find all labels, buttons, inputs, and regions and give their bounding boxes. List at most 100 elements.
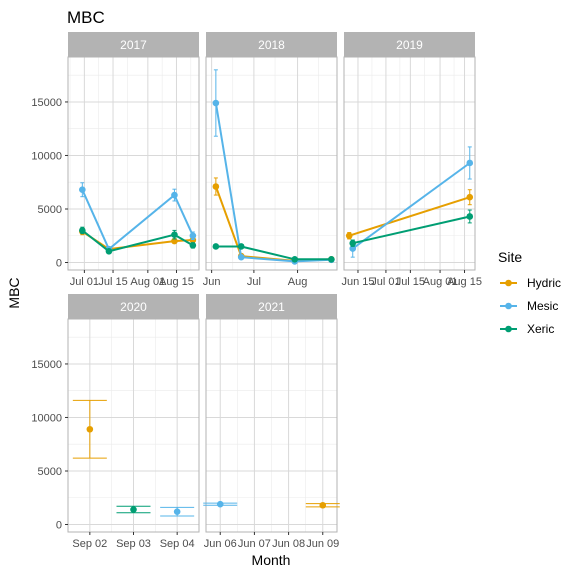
y-tick-label: 0	[56, 258, 62, 270]
y-tick-label: 0	[56, 520, 62, 532]
panel-border	[205, 56, 338, 271]
series-line-mesic	[214, 102, 332, 263]
series-line-xeric	[352, 215, 471, 245]
data-point	[105, 247, 113, 255]
data-point	[189, 242, 197, 249]
facet-strip	[206, 294, 337, 319]
series-line-xeric	[81, 229, 194, 253]
facet-strip	[68, 294, 199, 319]
data-point	[349, 239, 357, 247]
data-point	[86, 425, 94, 433]
facet-strip-label: 2019	[396, 38, 423, 52]
panel-2021: 2021 Jun 06 Jun 07 Jun 08 Jun 09	[203, 294, 340, 550]
data-point	[328, 255, 335, 263]
facet-strip	[206, 32, 337, 57]
y-tick-label: 5000	[38, 204, 62, 216]
data-point	[79, 186, 86, 194]
chart-title: MBC	[67, 8, 105, 27]
data-point	[212, 183, 220, 190]
series-hydric	[72, 399, 107, 459]
legend-label: Xeric	[527, 322, 554, 336]
data-point	[189, 232, 197, 240]
series-line-mesic	[352, 162, 471, 250]
data-point	[237, 243, 245, 250]
series-mesic	[160, 506, 195, 517]
legend-item-xeric: Xeric	[500, 322, 554, 336]
series-xeric	[79, 226, 197, 255]
panel-background	[206, 57, 337, 270]
legend-key-point	[505, 325, 512, 333]
x-tick-label: Jul 15	[98, 276, 127, 288]
x-tick-label: Jun	[203, 276, 221, 288]
data-point	[212, 243, 220, 250]
x-tick-label: Sep 02	[72, 538, 107, 550]
x-tick-label: Aug 15	[159, 276, 194, 288]
legend-key-point	[505, 279, 512, 287]
x-tick-label: Jun 07	[238, 538, 271, 550]
facet-strip	[344, 32, 475, 57]
data-point	[291, 255, 299, 263]
series-line-hydric	[348, 196, 471, 237]
panel-2020: 2020 0 5000 10000 15000 Sep 02 Sep 03 Sep 04	[31, 294, 200, 550]
series-xeric	[116, 505, 151, 514]
facet-strip-label: 2018	[258, 38, 285, 52]
legend-key-point	[505, 302, 512, 310]
legend-label: Mesic	[527, 299, 558, 313]
panel-border	[343, 56, 476, 271]
facet-strip-label: 2017	[120, 38, 147, 52]
y-tick-label: 10000	[31, 412, 62, 424]
x-tick-label: Jun 08	[272, 538, 305, 550]
data-point	[173, 508, 181, 515]
data-point	[79, 227, 86, 234]
data-point	[466, 193, 474, 201]
data-point	[130, 506, 137, 513]
data-point	[171, 231, 178, 238]
y-tick-label: 10000	[31, 150, 62, 162]
data-point	[216, 500, 224, 508]
data-point	[319, 501, 327, 509]
series-xeric	[212, 243, 335, 263]
series-line-mesic	[81, 189, 194, 251]
y-tick-label: 15000	[31, 359, 62, 371]
series-xeric	[349, 209, 474, 247]
panel-2018: 2018 Jun Jul Aug	[203, 32, 338, 288]
x-tick-label: Jul 01	[70, 276, 99, 288]
series-hydric	[305, 501, 340, 509]
legend-item-hydric: Hydric	[500, 276, 561, 290]
facet-strip-label: 2021	[258, 300, 285, 314]
panel-border	[205, 318, 338, 533]
data-point	[466, 159, 474, 167]
x-tick-label: Aug	[288, 276, 308, 288]
y-tick-label: 15000	[31, 97, 62, 109]
panel-border	[67, 56, 200, 271]
facet-strip-label: 2020	[120, 300, 147, 314]
x-tick-label: Aug 01	[423, 276, 458, 288]
data-point	[212, 99, 220, 107]
x-axis-title: Month	[252, 552, 291, 568]
x-tick-label: Sep 04	[160, 538, 195, 550]
x-tick-label: Jun 06	[204, 538, 237, 550]
x-tick-label: Aug 01	[130, 276, 165, 288]
panel-2017: 2017 0 5000 10000 15000 Jul 01 Jul 15 Aug 01Aug…	[31, 32, 200, 288]
y-axis-title: MBC	[6, 277, 22, 308]
panel-background	[344, 57, 475, 270]
data-point	[466, 213, 474, 220]
x-tick-label: Sep 03	[116, 538, 151, 550]
legend: Site Hydric Mesic Xeric	[498, 249, 561, 336]
x-tick-label: Aug 15	[447, 276, 482, 288]
x-tick-label: Jun 09	[306, 538, 339, 550]
legend-item-mesic: Mesic	[500, 299, 558, 313]
series-line-xeric	[215, 245, 332, 261]
series-mesic	[203, 500, 238, 508]
data-point	[237, 253, 245, 261]
x-tick-label: Jun 15	[341, 276, 374, 288]
series-hydric	[345, 189, 474, 240]
x-tick-label: Jul 15	[396, 276, 425, 288]
y-tick-label: 5000	[38, 466, 62, 478]
x-tick-label: Jul	[247, 276, 261, 288]
facet-strip	[68, 32, 199, 57]
legend-title: Site	[498, 249, 522, 265]
